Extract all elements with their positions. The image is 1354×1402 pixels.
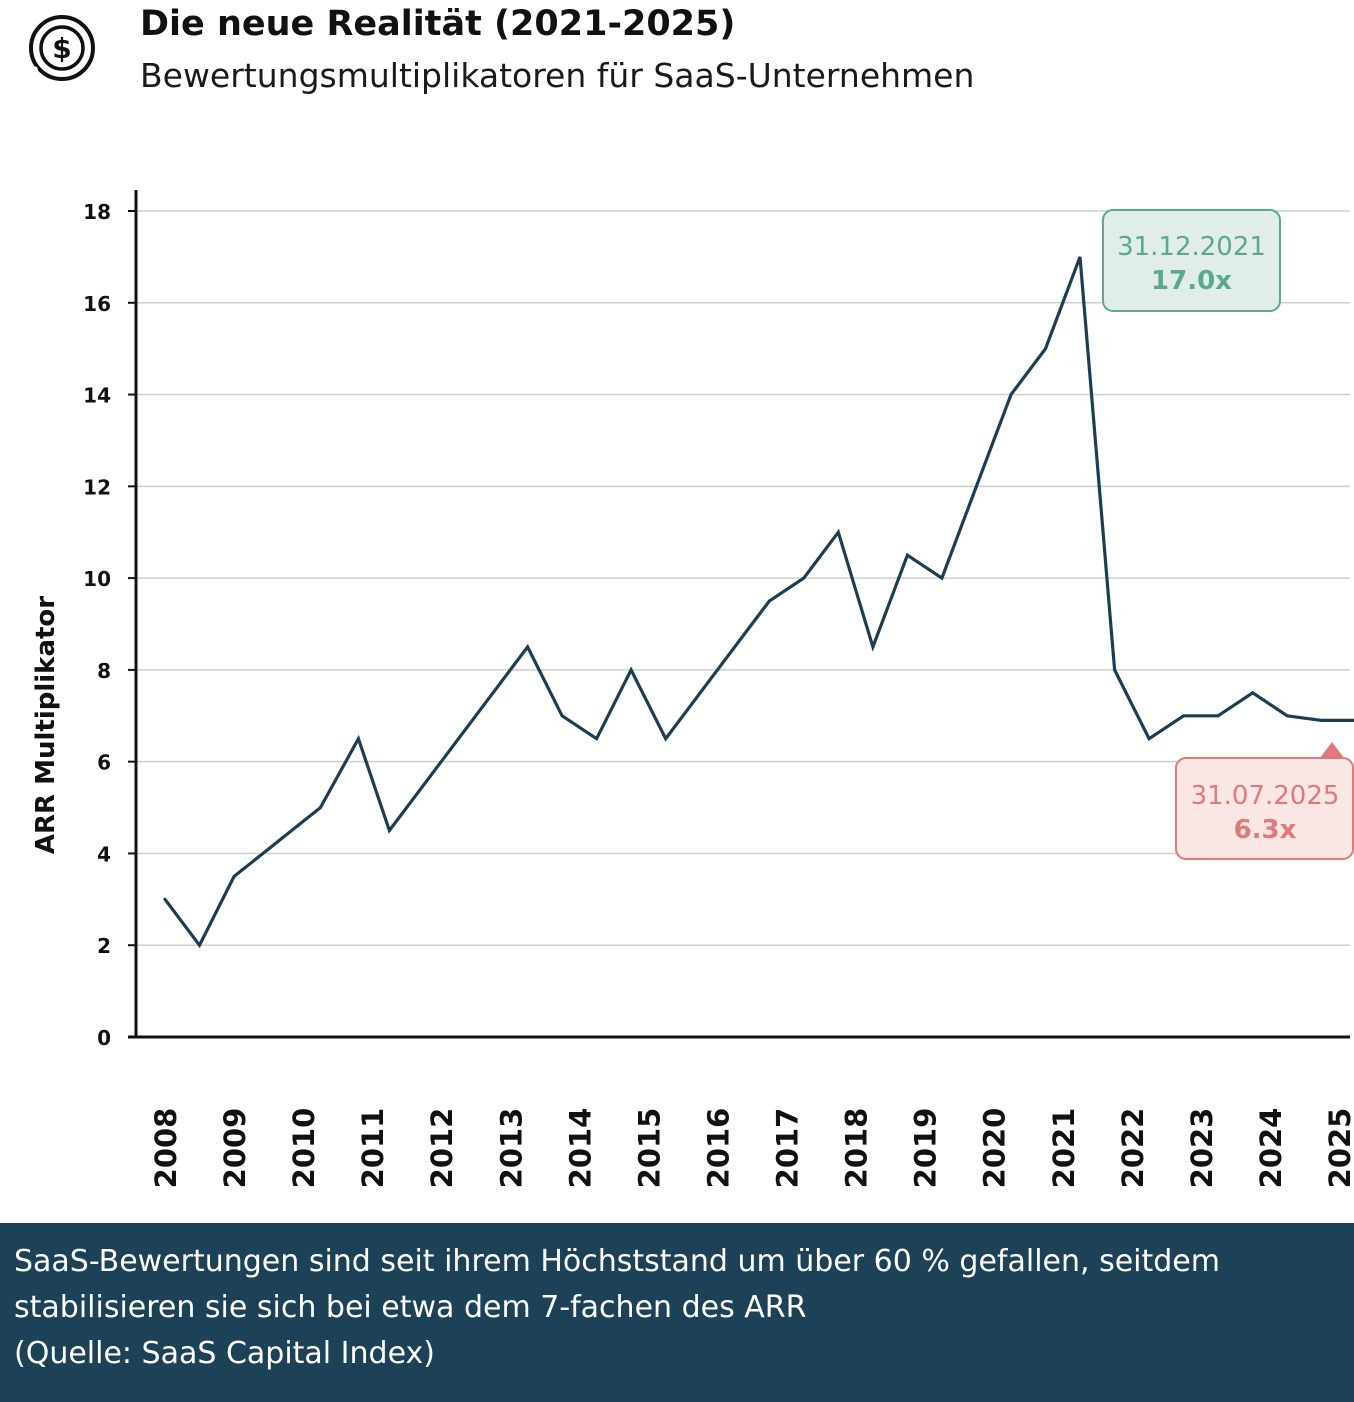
x-tick-labels: 2008 2009 2010 2011 2012 2013 2014 2015 2016 2017… [149, 1108, 1354, 1189]
x-tick-label-2008: 2008 [149, 1108, 183, 1189]
x-tick-label-2015: 2015 [632, 1108, 666, 1189]
peak-annotation-value: 17.0x [1151, 266, 1232, 296]
line-chart: 0 2 4 6 8 10 12 14 16 18 2008 2009 2010 2011 2012 2013… [31, 190, 1354, 1189]
current-annotation-date: 31.07.2025 [1191, 781, 1340, 811]
peak-annotation-box [1102, 209, 1281, 312]
footer-line-3: (Quelle: SaaS Capital Index) [14, 1336, 435, 1371]
current-annotation-box [1175, 757, 1354, 860]
x-tick-label-2016: 2016 [701, 1108, 735, 1189]
y-tick-label-10: 10 [83, 567, 111, 591]
y-axis-label: ARR Multiplikator [31, 596, 61, 854]
y-tick-label-12: 12 [83, 475, 111, 499]
x-tick-label-2010: 2010 [287, 1108, 321, 1189]
x-tick-label-2009: 2009 [218, 1108, 252, 1189]
x-tick-label-2011: 2011 [356, 1108, 390, 1189]
x-tick-label-2025: 2025 [1323, 1108, 1354, 1189]
y-tick-label-16: 16 [83, 292, 111, 316]
x-tick-label-2012: 2012 [425, 1108, 459, 1189]
chart-title: Die neue Realität (2021-2025) [140, 4, 736, 44]
x-tick-label-2019: 2019 [909, 1108, 943, 1189]
x-tick-label-2018: 2018 [840, 1108, 874, 1189]
grid-lines [136, 210, 1350, 946]
y-tick-label-6: 6 [97, 751, 111, 775]
y-tick-labels: 0 2 4 6 8 10 12 14 16 18 [83, 200, 111, 1050]
peak-annotation-date: 31.12.2021 [1117, 232, 1266, 262]
x-tick-label-2022: 2022 [1116, 1108, 1150, 1189]
y-tick-label-18: 18 [83, 200, 111, 224]
current-annotation-pointer [1320, 742, 1344, 758]
x-tick-label-2017: 2017 [771, 1108, 805, 1189]
x-tick-label-2021: 2021 [1047, 1108, 1081, 1189]
series-line-0 [163, 256, 1354, 949]
x-tick-label-2013: 2013 [494, 1108, 528, 1189]
x-tick-label-2020: 2020 [978, 1108, 1012, 1189]
x-tick-label-2014: 2014 [563, 1108, 597, 1189]
y-tick-label-0: 0 [97, 1026, 111, 1050]
svg-text:$: $ [52, 32, 71, 65]
x-tick-label-2023: 2023 [1185, 1108, 1219, 1189]
axes [128, 190, 1350, 1039]
footer-line-2: stabilisieren sie sich bei etwa dem 7-fa… [14, 1290, 807, 1325]
y-tick-label-2: 2 [97, 934, 111, 958]
y-tick-label-4: 4 [97, 842, 111, 866]
x-tick-label-2024: 2024 [1254, 1108, 1288, 1189]
series-line-layer [163, 256, 1354, 949]
annotation-layer: 31.12.2021 17.0x 31.07.2025 6.3x [1102, 209, 1354, 860]
current-annotation-value: 6.3x [1234, 815, 1297, 845]
chart-subtitle: Bewertungsmultiplikatoren für SaaS-Unter… [140, 56, 975, 95]
y-tick-label-8: 8 [97, 659, 111, 683]
dollar-coin-icon: $ [27, 15, 95, 81]
footer-line-1: SaaS-Bewertungen sind seit ihrem Höchsts… [14, 1244, 1220, 1279]
footer-caption: SaaS-Bewertungen sind seit ihrem Höchsts… [0, 1223, 1354, 1402]
y-tick-label-14: 14 [83, 384, 111, 408]
